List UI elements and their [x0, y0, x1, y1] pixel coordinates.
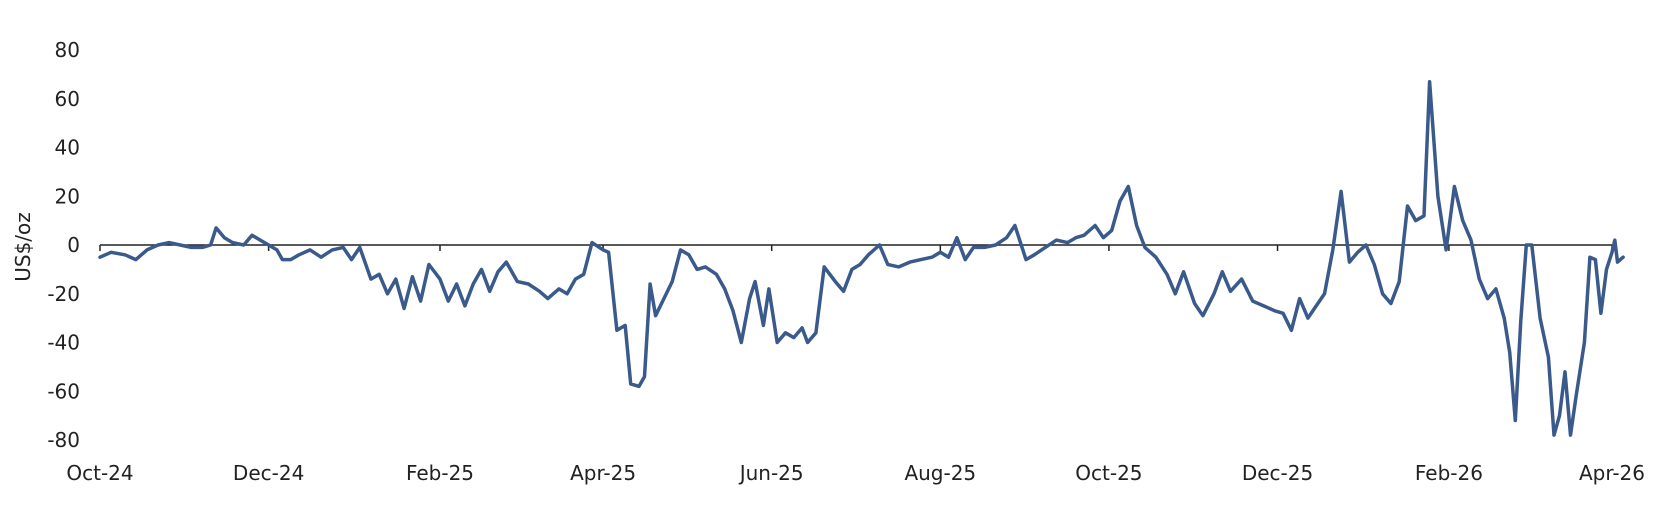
y-axis-ticks: 80 60 40 20 0 -20 -40 -60 -80 — [47, 38, 80, 452]
y-tick-label: -60 — [47, 379, 80, 403]
x-tick-label: Apr-25 — [570, 461, 636, 485]
x-tick-label: Oct-24 — [66, 461, 133, 485]
y-tick-label: 0 — [67, 233, 80, 257]
x-tick-label: Oct-25 — [1075, 461, 1142, 485]
axes — [99, 244, 1613, 251]
x-tick-label: Apr-26 — [1579, 461, 1645, 485]
x-tick-label: Feb-26 — [1415, 461, 1483, 485]
y-axis-title: US$/oz — [11, 212, 35, 282]
y-tick-label: -40 — [47, 331, 80, 355]
y-tick-label: 60 — [55, 87, 80, 111]
y-tick-label: 40 — [55, 136, 80, 160]
series-layer — [98, 79, 1625, 437]
y-tick-label: 20 — [55, 184, 80, 208]
x-tick-label: Feb-25 — [406, 461, 474, 485]
y-tick-label: -20 — [47, 282, 80, 306]
x-tick-label: Jun-25 — [738, 461, 804, 485]
y-tick-label: -80 — [47, 428, 80, 452]
y-tick-label: 80 — [55, 38, 80, 62]
x-tick-label: Aug-25 — [904, 461, 976, 485]
x-tick-label: Dec-25 — [1242, 461, 1313, 485]
x-axis-ticks: Oct-24 Dec-24 Feb-25 Apr-25 Jun-25 Aug-25 Oct-… — [66, 461, 1645, 485]
x-tick-label: Dec-24 — [233, 461, 304, 485]
series-line-0 — [98, 79, 1625, 437]
